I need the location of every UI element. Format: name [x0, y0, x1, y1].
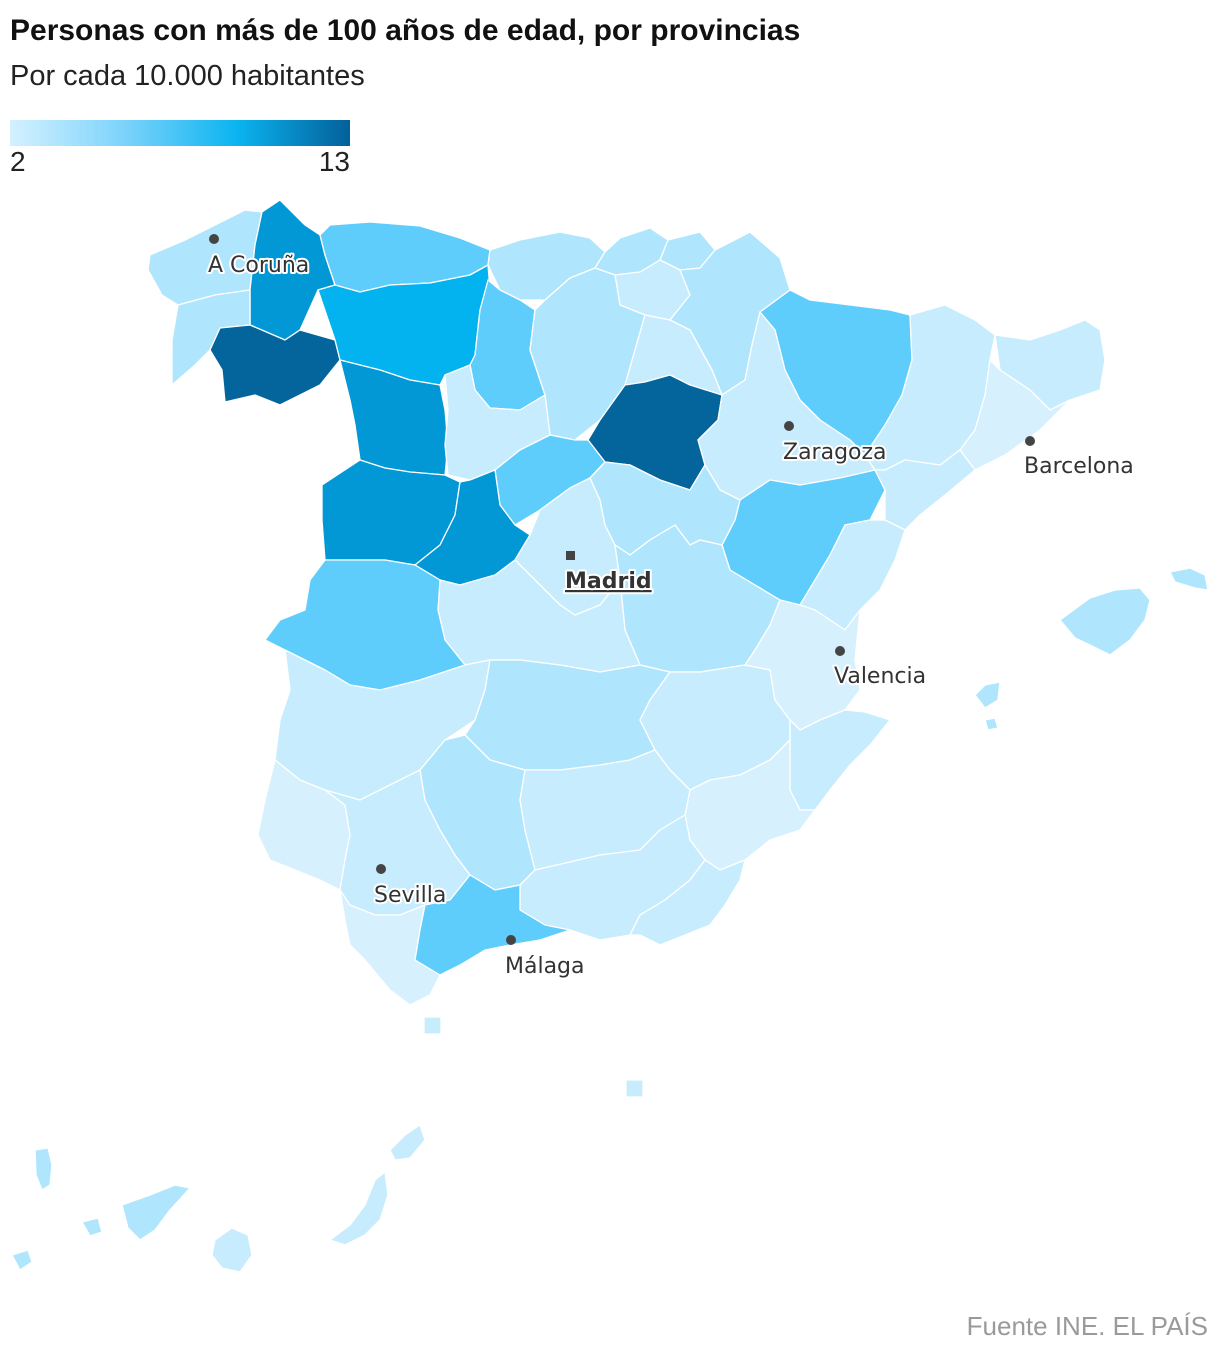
city-label-sevilla: Sevilla: [374, 883, 446, 908]
city-label-coruna: A Coruña: [208, 253, 309, 278]
city-ceuta[interactable]: [423, 1016, 442, 1035]
legend-max-label: 13: [318, 146, 350, 177]
city-label-barcelona: Barcelona: [1024, 454, 1134, 479]
province-canarias-lanzarote[interactable]: [389, 1124, 426, 1161]
city-label-valencia: Valencia: [834, 664, 926, 689]
province-baleares-ibiza[interactable]: [974, 681, 1001, 709]
city-dot-valencia: [835, 646, 845, 656]
map-title: Personas con más de 100 años de edad, po…: [10, 14, 801, 47]
color-legend-bar: [10, 120, 350, 146]
city-dot-coruna: [209, 234, 219, 244]
city-label-zaragoza: Zaragoza: [783, 440, 887, 465]
city-label-madrid: Madrid: [565, 569, 652, 594]
province-canarias-fuerteventura[interactable]: [329, 1171, 389, 1246]
province-ciudad-real[interactable]: [464, 659, 671, 771]
province-baleares-formentera[interactable]: [984, 717, 999, 731]
province-canarias-la-palma[interactable]: [34, 1147, 53, 1191]
legend-min-label: 2: [10, 146, 26, 177]
province-ourense[interactable]: [209, 324, 341, 406]
city-dot-zaragoza: [784, 421, 794, 431]
province-tarragona[interactable]: [874, 449, 976, 531]
city-melilla[interactable]: [625, 1079, 644, 1098]
city-markers: A Coruña Zaragoza Barcelona Madrid Valen…: [206, 234, 1136, 981]
province-almeria[interactable]: [629, 859, 746, 946]
capital-marker-madrid: [566, 551, 575, 560]
city-dot-sevilla: [376, 864, 386, 874]
city-dot-barcelona: [1025, 436, 1035, 446]
map-subtitle: Por cada 10.000 habitantes: [10, 60, 365, 92]
province-baleares-menorca[interactable]: [1169, 567, 1209, 591]
province-barcelona[interactable]: [959, 359, 1071, 471]
province-malaga[interactable]: [414, 874, 571, 976]
provinces: [11, 199, 1209, 1273]
city-dot-malaga: [506, 935, 516, 945]
province-canarias-tenerife[interactable]: [121, 1184, 191, 1241]
province-canarias-gran-canaria[interactable]: [211, 1227, 253, 1273]
source-credit: Fuente INE. EL PAÍS: [966, 1311, 1208, 1341]
province-baleares-mallorca[interactable]: [1059, 587, 1151, 656]
province-canarias-la-gomera[interactable]: [81, 1217, 103, 1237]
city-label-malaga: Málaga: [505, 954, 585, 979]
province-canarias-el-hierro[interactable]: [11, 1249, 33, 1271]
spain-choropleth-map: A Coruña Zaragoza Barcelona Madrid Valen…: [11, 199, 1209, 1273]
